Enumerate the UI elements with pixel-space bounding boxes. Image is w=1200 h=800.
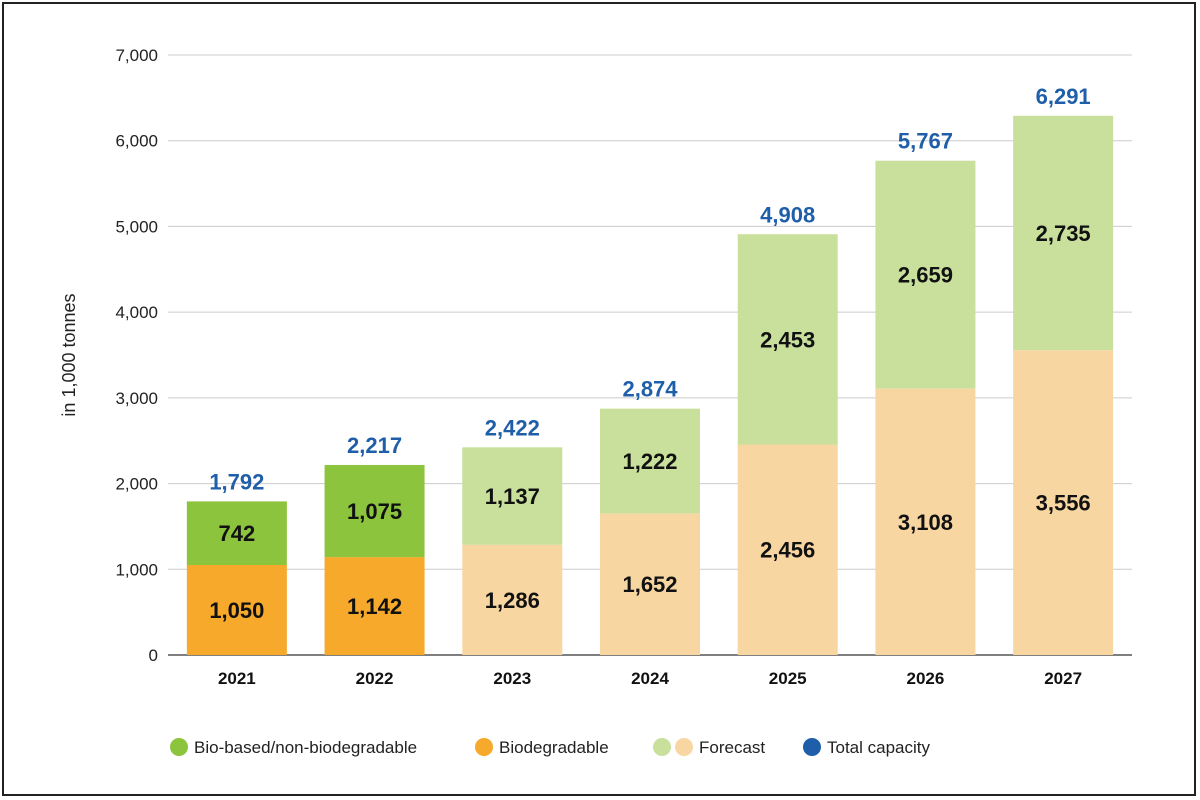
legend-swatch bbox=[803, 738, 821, 756]
bar-label-biodegradable: 3,108 bbox=[898, 510, 953, 535]
x-tick-label: 2027 bbox=[1044, 669, 1082, 688]
bar-bio-based-2022 bbox=[324, 464, 425, 558]
legend-label: Total capacity bbox=[827, 738, 930, 757]
x-axis-ticks: 2021 2022 2023 2024 2025 2026 2027 bbox=[218, 669, 1082, 688]
bar-label-biodegradable: 1,286 bbox=[485, 588, 540, 613]
bar-bio-based-2024 bbox=[600, 408, 700, 514]
legend-label: Biodegradable bbox=[499, 738, 609, 757]
bar-biodegradable-2021 bbox=[186, 565, 287, 655]
bar-bio-based-2021 bbox=[186, 501, 287, 565]
bar-bio-based-2023 bbox=[462, 447, 563, 545]
x-tick-label: 2025 bbox=[769, 669, 807, 688]
total-capacity-label: 2,874 bbox=[622, 377, 678, 402]
bar-label-bio-based: 2,453 bbox=[760, 327, 815, 352]
total-capacity-label: 1,792 bbox=[209, 469, 264, 494]
total-capacity-label: 2,217 bbox=[347, 433, 402, 458]
total-capacity-label: 2,422 bbox=[485, 415, 540, 440]
y-axis-ticks: 0 1,000 2,000 3,000 4,000 5,000 6,000 7,000 bbox=[115, 46, 158, 665]
bar-label-bio-based: 1,137 bbox=[485, 484, 540, 509]
x-tick-label: 2024 bbox=[631, 669, 669, 688]
x-tick-label: 2022 bbox=[356, 669, 394, 688]
total-capacity-label: 6,291 bbox=[1036, 84, 1091, 109]
bar-label-biodegradable: 1,050 bbox=[209, 598, 264, 623]
x-tick-label: 2021 bbox=[218, 669, 256, 688]
bar-label-bio-based: 2,659 bbox=[898, 263, 953, 288]
bar-label-bio-based: 1,222 bbox=[622, 449, 677, 474]
legend-item: Total capacity bbox=[803, 738, 930, 757]
bar-label-bio-based: 1,075 bbox=[347, 499, 402, 524]
legend-swatch bbox=[675, 738, 693, 756]
bar-biodegradable-2023 bbox=[462, 544, 563, 655]
legend: Bio-based/non-biodegradable Biodegradable… bbox=[170, 738, 930, 757]
bar-biodegradable-2025 bbox=[737, 444, 838, 655]
y-tick-label: 7,000 bbox=[115, 46, 158, 65]
bar-bio-based-2025 bbox=[737, 234, 838, 445]
y-tick-label: 4,000 bbox=[115, 303, 158, 322]
bar-label-biodegradable: 3,556 bbox=[1036, 491, 1091, 516]
bar-label-biodegradable: 1,652 bbox=[622, 572, 677, 597]
legend-item: Bio-based/non-biodegradable bbox=[170, 738, 417, 757]
legend-swatch bbox=[475, 738, 493, 756]
y-tick-label: 5,000 bbox=[115, 217, 158, 236]
bar-biodegradable-2027 bbox=[1013, 350, 1114, 655]
x-tick-label: 2026 bbox=[907, 669, 945, 688]
y-tick-label: 0 bbox=[149, 646, 158, 665]
y-tick-label: 6,000 bbox=[115, 132, 158, 151]
total-capacity-label: 4,908 bbox=[760, 202, 815, 227]
x-tick-label: 2023 bbox=[493, 669, 531, 688]
bar-biodegradable-2022 bbox=[324, 557, 425, 655]
legend-swatch bbox=[653, 738, 671, 756]
bar-label-biodegradable: 1,142 bbox=[347, 594, 402, 619]
total-capacity-label: 5,767 bbox=[898, 129, 953, 154]
bar-bio-based-2027 bbox=[1013, 115, 1114, 351]
y-tick-label: 3,000 bbox=[115, 389, 158, 408]
bar-label-bio-based: 742 bbox=[218, 521, 255, 546]
legend-item: Biodegradable bbox=[475, 738, 609, 757]
legend-item: Forecast bbox=[653, 738, 765, 757]
legend-label: Forecast bbox=[699, 738, 765, 757]
y-tick-label: 1,000 bbox=[115, 560, 158, 579]
bar-biodegradable-2024 bbox=[600, 513, 700, 655]
bar-biodegradable-2026 bbox=[875, 388, 976, 655]
y-axis-title: in 1,000 tonnes bbox=[59, 293, 79, 416]
bar-label-biodegradable: 2,456 bbox=[760, 538, 815, 563]
bars: 1,050 742 1,792 1,142 1,075 2,217 1,286 1,137 2,… bbox=[186, 84, 1114, 655]
legend-label: Bio-based/non-biodegradable bbox=[194, 738, 417, 757]
bar-label-bio-based: 2,735 bbox=[1036, 221, 1091, 246]
y-tick-label: 2,000 bbox=[115, 475, 158, 494]
legend-swatch bbox=[170, 738, 188, 756]
bar-bio-based-2026 bbox=[875, 160, 976, 389]
